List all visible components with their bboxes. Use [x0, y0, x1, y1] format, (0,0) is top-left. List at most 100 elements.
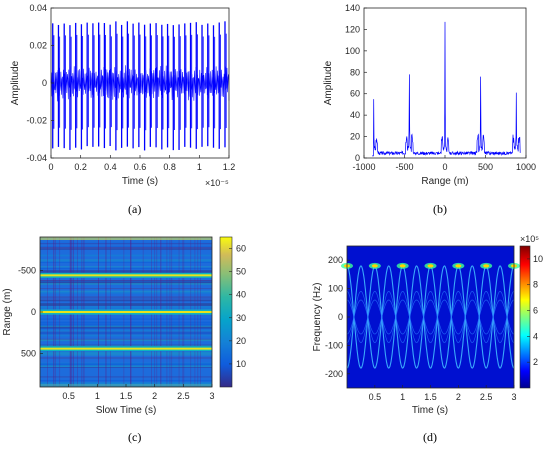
chart-b-ytick-label: 40: [350, 110, 360, 120]
chart-c-range-stripe: [40, 282, 212, 285]
chart-c-range-stripe: [40, 304, 212, 306]
chart-c-range-stripe: [40, 292, 212, 294]
chart-c-colorbar-label: 20: [236, 336, 246, 346]
chart-d-colorbar-label: 10: [533, 254, 543, 264]
chart-a-xtick-label: 0: [48, 162, 53, 172]
chart-c-range-stripe: [40, 288, 212, 290]
chart-d-ticks: 0.5 1 1.5 2 2.5 3 200 100 0 -100 -200 2 4 6 8 10: [325, 254, 543, 402]
chart-c-range-stripe: [40, 357, 212, 359]
chart-c-colorbar-label: 60: [236, 244, 246, 254]
chart-d-colorbar-label: 6: [533, 306, 538, 316]
chart-d-peak-core: [483, 264, 490, 268]
chart-c-range-stripe: [40, 261, 212, 263]
chart-c-range-stripe: [40, 243, 212, 245]
chart-c-range-stripe: [40, 267, 212, 270]
chart-b-xtick-label: 1000: [516, 162, 536, 172]
chart-d-ylabel: Frequency (Hz): [312, 283, 323, 352]
chart-a-xtick-label: 1: [197, 162, 202, 172]
chart-b-xtick-label: -500: [395, 162, 413, 172]
chart-b-ticks: -1000 -500 0 500 1000 0 20 40 60 80 100 120 140: [345, 3, 536, 172]
chart-d-harmonic-curve: [346, 299, 515, 335]
chart-c-range-stripe: [40, 306, 212, 308]
chart-b-ytick-label: 0: [355, 153, 360, 163]
chart-a-caption: (a): [128, 202, 141, 216]
chart-c-range-stripe: [40, 366, 212, 368]
chart-d-colorbar-label: 2: [533, 357, 538, 367]
chart-d-colorbar: [519, 245, 531, 389]
chart-a: 0 0.2 0.4 0.6 0.8 1 1.2 -0.04 -0.02 0 0.02 0.04 Tim…: [10, 3, 235, 216]
chart-d-harmonic-curve: [346, 291, 515, 343]
chart-c-range-stripe: [40, 246, 212, 249]
chart-c-xtick-label: 2: [152, 391, 157, 401]
chart-c-xtick-label: 3: [209, 391, 214, 401]
chart-c-range-stripe: [40, 332, 212, 335]
chart-c-xtick-label: 1.5: [120, 391, 133, 401]
chart-d-ytick-label: -200: [325, 369, 343, 379]
chart-c-xtick-label: 0.5: [62, 391, 75, 401]
chart-c-range-stripe: [40, 323, 212, 325]
chart-b-ylabel: Amplitude: [323, 60, 334, 105]
chart-c-range-stripe: [40, 339, 212, 342]
chart-c-range-stripe: [40, 363, 212, 366]
chart-a-x-exponent: ×10⁻⁵: [205, 178, 229, 188]
chart-d-xtick-label: 0.5: [369, 392, 382, 402]
chart-c-range-stripe: [40, 248, 212, 250]
chart-c-ytick-label: 0: [31, 307, 36, 317]
chart-c-xtick-label: 1: [95, 391, 100, 401]
chart-d-harmonic-curve: [346, 291, 515, 343]
chart-a-xtick-label: 0.4: [104, 162, 117, 172]
chart-d-xtick-label: 2: [456, 392, 461, 402]
chart-b-ytick-label: 100: [345, 46, 360, 56]
chart-c-heatmap: [40, 237, 212, 387]
chart-a-xtick-label: 0.2: [74, 162, 87, 172]
chart-a-ticks: 0 0.2 0.4 0.6 0.8 1 1.2 -0.04 -0.02 0 0.02 0.04: [26, 3, 235, 172]
chart-a-ytick-label: 0.04: [29, 3, 47, 13]
chart-c-range-stripe: [40, 296, 212, 298]
chart-d-harmonic-curve: [346, 265, 515, 369]
chart-a-ytick-label: 0.02: [29, 41, 47, 51]
chart-c: 0.5 1 1.5 2 2.5 3 -500 0 500 10 20 30 40 50 60 Slow Ti…: [2, 236, 246, 444]
chart-b-ytick-label: 20: [350, 132, 360, 142]
chart-d-xtick-label: 3: [511, 392, 516, 402]
chart-b-xlabel: Range (m): [421, 176, 468, 187]
chart-d-colorbar-label: 8: [533, 280, 538, 290]
chart-c-range-stripe: [40, 300, 212, 302]
chart-c-range-stripe: [40, 379, 212, 382]
chart-c-range-stripe: [40, 254, 212, 257]
chart-d-xtick-label: 1: [400, 392, 405, 402]
chart-d-caption: (d): [423, 430, 437, 444]
chart-c-range-stripe: [40, 345, 212, 347]
chart-a-xtick-label: 0.8: [163, 162, 176, 172]
chart-d-colorbar-label: 4: [533, 331, 538, 341]
chart-c-caption: (c): [128, 430, 141, 444]
chart-c-xtick-label: 2.5: [177, 391, 190, 401]
chart-c-range-stripe: [40, 270, 212, 272]
chart-a-signal: [50, 21, 230, 151]
chart-a-ytick-label: -0.04: [26, 153, 47, 163]
chart-d-xlabel: Time (s): [412, 405, 448, 416]
chart-b-ytick-label: 60: [350, 89, 360, 99]
chart-b-xtick-label: 0: [442, 162, 447, 172]
chart-a-ytick-label: 0: [42, 78, 47, 88]
chart-c-edge-band: [40, 237, 212, 240]
chart-d-colorbar-exponent: ×10⁵: [520, 234, 539, 244]
chart-c-range-stripe: [40, 259, 212, 262]
chart-c-colorbar: [219, 236, 233, 388]
chart-d-xtick-label: 1.5: [424, 392, 437, 402]
chart-a-xlabel: Time (s): [122, 176, 158, 187]
chart-a-ytick-label: -0.02: [26, 116, 47, 126]
chart-d-peak-core: [455, 264, 462, 268]
chart-d-ytick-label: 100: [328, 284, 343, 294]
chart-c-xlabel: Slow Time (s): [96, 405, 157, 416]
chart-b-caption: (b): [433, 202, 447, 216]
chart-c-colorbar-label: 10: [236, 359, 246, 369]
chart-c-range-stripe: [40, 362, 212, 364]
chart-c-range-stripe: [40, 307, 212, 309]
chart-c-range-stripe: [40, 298, 212, 300]
chart-c-range-stripe: [40, 376, 212, 378]
chart-a-xtick-label: 1.2: [223, 162, 236, 172]
chart-c-colorbar-label: 30: [236, 313, 246, 323]
chart-c-target-core: [40, 274, 212, 277]
chart-c-ytick-label: 500: [21, 349, 36, 359]
chart-c-range-stripe: [40, 352, 212, 354]
